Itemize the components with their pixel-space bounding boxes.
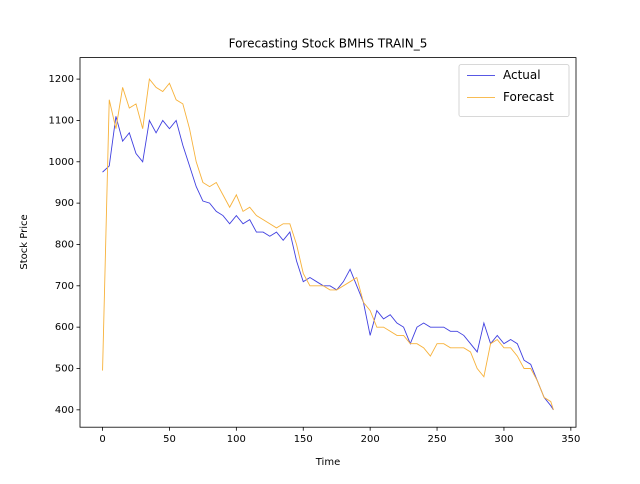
x-tick-label: 200 (361, 434, 380, 445)
series-line (102, 78, 554, 410)
y-tick-label: 400 (55, 405, 74, 416)
legend-box (458, 64, 570, 117)
x-tick-label: 100 (227, 434, 246, 445)
chart-title: Forecasting Stock BMHS TRAIN_5 (229, 37, 428, 51)
y-tick-label: 700 (55, 281, 74, 292)
x-tick-label: 350 (561, 434, 580, 445)
y-tick-label: 1100 (49, 115, 74, 126)
x-tick-label: 300 (494, 434, 513, 445)
x-tick-label: 150 (294, 434, 313, 445)
y-tick-label: 500 (55, 363, 74, 374)
y-tick-label: 1200 (49, 74, 74, 85)
y-tick-label: 600 (55, 322, 74, 333)
x-axis-label: Time (315, 457, 340, 468)
series-line (102, 116, 554, 411)
plot-frame (79, 57, 577, 428)
y-tick-label: 900 (55, 198, 74, 209)
y-axis-label: Stock Price (19, 214, 30, 269)
x-tick-label: 50 (163, 434, 176, 445)
x-tick-label: 250 (428, 434, 447, 445)
y-tick-label: 1000 (49, 157, 74, 168)
legend-label: Actual (503, 68, 541, 82)
y-tick-label: 800 (55, 239, 74, 250)
x-tick-label: 0 (99, 434, 105, 445)
legend-label: Forecast (503, 90, 554, 104)
